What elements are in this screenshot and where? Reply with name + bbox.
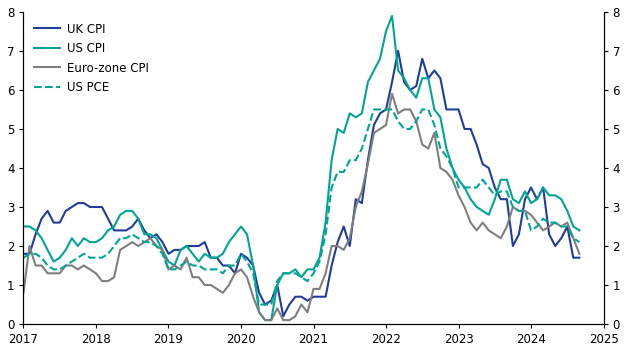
US PCE bbox=[255, 303, 263, 307]
US PCE bbox=[370, 107, 377, 112]
Line: US PCE: US PCE bbox=[23, 109, 579, 305]
US CPI bbox=[473, 205, 480, 209]
UK CPI bbox=[473, 143, 480, 147]
Euro-zone CPI bbox=[92, 271, 100, 275]
US PCE bbox=[303, 279, 311, 283]
UK CPI bbox=[134, 217, 142, 221]
Euro-zone CPI bbox=[418, 143, 426, 147]
US CPI bbox=[576, 228, 583, 233]
UK CPI bbox=[418, 56, 426, 61]
US CPI bbox=[110, 225, 118, 229]
Euro-zone CPI bbox=[110, 275, 118, 279]
Line: US CPI: US CPI bbox=[23, 16, 579, 320]
Euro-zone CPI bbox=[19, 291, 27, 295]
Euro-zone CPI bbox=[388, 92, 396, 96]
US CPI bbox=[303, 267, 311, 271]
Line: Euro-zone CPI: Euro-zone CPI bbox=[23, 94, 579, 320]
Euro-zone CPI bbox=[261, 318, 269, 322]
Euro-zone CPI bbox=[134, 244, 142, 248]
Euro-zone CPI bbox=[473, 228, 480, 233]
Euro-zone CPI bbox=[303, 310, 311, 315]
US CPI bbox=[261, 318, 269, 322]
UK CPI bbox=[92, 205, 100, 209]
US CPI bbox=[388, 14, 396, 18]
US CPI bbox=[19, 225, 27, 229]
UK CPI bbox=[280, 314, 287, 318]
US PCE bbox=[576, 240, 583, 244]
UK CPI bbox=[303, 299, 311, 303]
UK CPI bbox=[110, 228, 118, 233]
Euro-zone CPI bbox=[576, 252, 583, 256]
US CPI bbox=[418, 76, 426, 80]
UK CPI bbox=[576, 256, 583, 260]
US PCE bbox=[418, 107, 426, 112]
UK CPI bbox=[394, 49, 402, 53]
US PCE bbox=[19, 256, 27, 260]
Line: UK CPI: UK CPI bbox=[23, 51, 579, 316]
Legend: UK CPI, US CPI, Euro-zone CPI, US PCE: UK CPI, US CPI, Euro-zone CPI, US PCE bbox=[29, 18, 154, 99]
UK CPI bbox=[19, 252, 27, 256]
US PCE bbox=[92, 256, 100, 260]
US PCE bbox=[473, 185, 480, 190]
US PCE bbox=[110, 244, 118, 248]
US CPI bbox=[134, 217, 142, 221]
US CPI bbox=[92, 240, 100, 244]
US PCE bbox=[134, 236, 142, 240]
